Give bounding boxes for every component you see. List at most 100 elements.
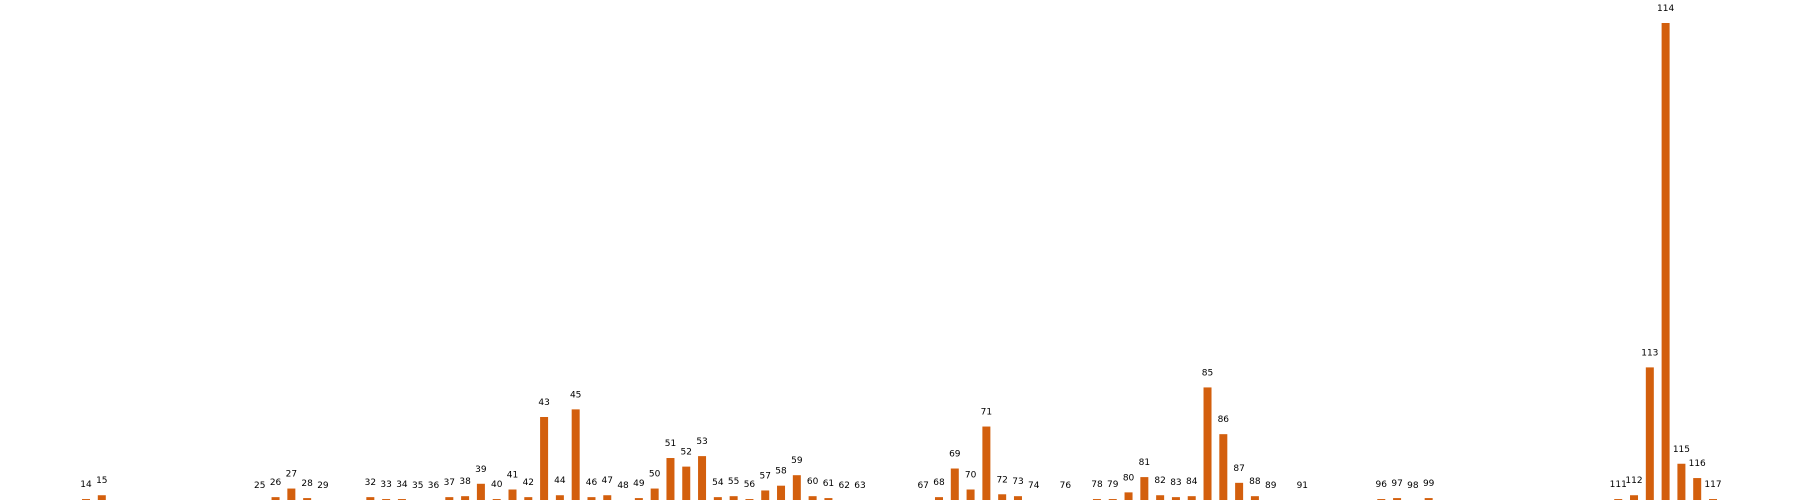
- bar-label-52: 52: [681, 448, 692, 458]
- bar-38: [461, 496, 470, 500]
- bar-51: [666, 458, 675, 500]
- bar-47: [603, 495, 612, 500]
- bar-41: [508, 489, 517, 500]
- bar-label-54: 54: [712, 478, 724, 488]
- bar-label-85: 85: [1202, 368, 1213, 378]
- bar-label-14: 14: [80, 480, 92, 490]
- bar-label-86: 86: [1218, 415, 1230, 425]
- bar-label-48: 48: [617, 481, 629, 491]
- bar-49: [634, 498, 643, 500]
- bar-label-68: 68: [933, 478, 945, 488]
- bar-label-81: 81: [1139, 458, 1150, 468]
- bar-58: [777, 485, 786, 500]
- bar-series: [82, 23, 1717, 500]
- bar-99: [1424, 498, 1433, 500]
- bar-label-72: 72: [996, 475, 1007, 485]
- bar-label-112: 112: [1625, 476, 1642, 486]
- bar-116: [1693, 478, 1702, 500]
- bar-label-39: 39: [475, 465, 487, 475]
- bar-82: [1156, 495, 1165, 500]
- bar-61: [824, 498, 833, 500]
- bar-label-117: 117: [1704, 480, 1721, 490]
- bar-69: [950, 468, 959, 500]
- bar-label-47: 47: [602, 476, 613, 486]
- bar-53: [698, 456, 707, 500]
- bar-44: [555, 495, 564, 500]
- bar-label-87: 87: [1233, 464, 1244, 474]
- bar-label-113: 113: [1641, 348, 1658, 358]
- bar-55: [729, 496, 738, 500]
- bar-97: [1393, 498, 1402, 500]
- bar-label-88: 88: [1249, 477, 1261, 487]
- bar-label-36: 36: [428, 481, 440, 491]
- bar-37: [445, 497, 454, 500]
- bar-label-80: 80: [1123, 473, 1135, 483]
- bar-label-33: 33: [380, 480, 391, 490]
- bar-label-63: 63: [854, 481, 865, 491]
- bar-label-26: 26: [270, 478, 282, 488]
- bar-83: [1171, 497, 1180, 500]
- bar-81: [1140, 477, 1149, 500]
- bar-39: [476, 483, 485, 500]
- bar-label-35: 35: [412, 481, 423, 491]
- bar-54: [713, 497, 722, 500]
- bar-label-74: 74: [1028, 481, 1040, 491]
- bar-label-76: 76: [1060, 481, 1072, 491]
- bar-label-57: 57: [760, 471, 771, 481]
- bar-112: [1630, 495, 1639, 500]
- bar-label-116: 116: [1689, 459, 1706, 469]
- bar-label-25: 25: [254, 481, 265, 491]
- bar-label-99: 99: [1423, 479, 1435, 489]
- bar-label-38: 38: [459, 477, 471, 487]
- bar-labels: 14 15 25 26 27 28 29 32 33 34 35 36 37 38 39 40 41 42 43 44…: [80, 4, 1721, 491]
- bar-label-79: 79: [1107, 480, 1119, 490]
- bar-84: [1187, 496, 1196, 500]
- bar-label-56: 56: [744, 480, 756, 490]
- bar-label-115: 115: [1673, 445, 1690, 455]
- bar-59: [792, 475, 801, 500]
- bar-label-69: 69: [949, 450, 961, 460]
- bar-label-40: 40: [491, 480, 503, 490]
- bar-label-45: 45: [570, 390, 581, 400]
- bar-72: [998, 494, 1007, 500]
- bar-label-67: 67: [917, 481, 928, 491]
- bar-50: [650, 488, 659, 500]
- bar-label-42: 42: [523, 478, 534, 488]
- bar-85: [1203, 387, 1212, 500]
- bar-87: [1235, 482, 1244, 500]
- bar-45: [571, 409, 580, 500]
- bar-label-73: 73: [1012, 477, 1023, 487]
- bar-label-70: 70: [965, 471, 977, 481]
- bar-15: [97, 495, 106, 500]
- bar-68: [934, 497, 943, 500]
- bar-46: [587, 497, 596, 500]
- bar-32: [366, 497, 375, 500]
- bar-label-59: 59: [791, 456, 803, 466]
- bar-label-62: 62: [838, 481, 849, 491]
- bar-label-32: 32: [365, 478, 376, 488]
- bar-label-46: 46: [586, 478, 598, 488]
- bar-label-41: 41: [507, 471, 518, 481]
- bar-113: [1645, 367, 1654, 500]
- bar-80: [1124, 492, 1133, 500]
- bar-label-27: 27: [286, 470, 297, 480]
- bar-label-97: 97: [1391, 479, 1402, 489]
- bar-label-44: 44: [554, 476, 566, 486]
- bar-label-96: 96: [1376, 480, 1388, 490]
- bar-label-111: 111: [1610, 480, 1627, 490]
- bar-60: [808, 496, 817, 500]
- bar-43: [540, 417, 549, 500]
- bar-42: [524, 497, 533, 500]
- bar-label-43: 43: [538, 398, 549, 408]
- bar-label-55: 55: [728, 477, 739, 487]
- bar-label-82: 82: [1154, 476, 1165, 486]
- bar-label-34: 34: [396, 480, 408, 490]
- bar-115: [1677, 463, 1686, 500]
- bar-label-28: 28: [301, 479, 313, 489]
- bar-label-61: 61: [823, 479, 834, 489]
- bar-label-78: 78: [1091, 480, 1103, 490]
- bar-70: [966, 489, 975, 500]
- bar-label-37: 37: [444, 478, 455, 488]
- bar-52: [682, 466, 691, 500]
- bar-label-58: 58: [775, 467, 787, 477]
